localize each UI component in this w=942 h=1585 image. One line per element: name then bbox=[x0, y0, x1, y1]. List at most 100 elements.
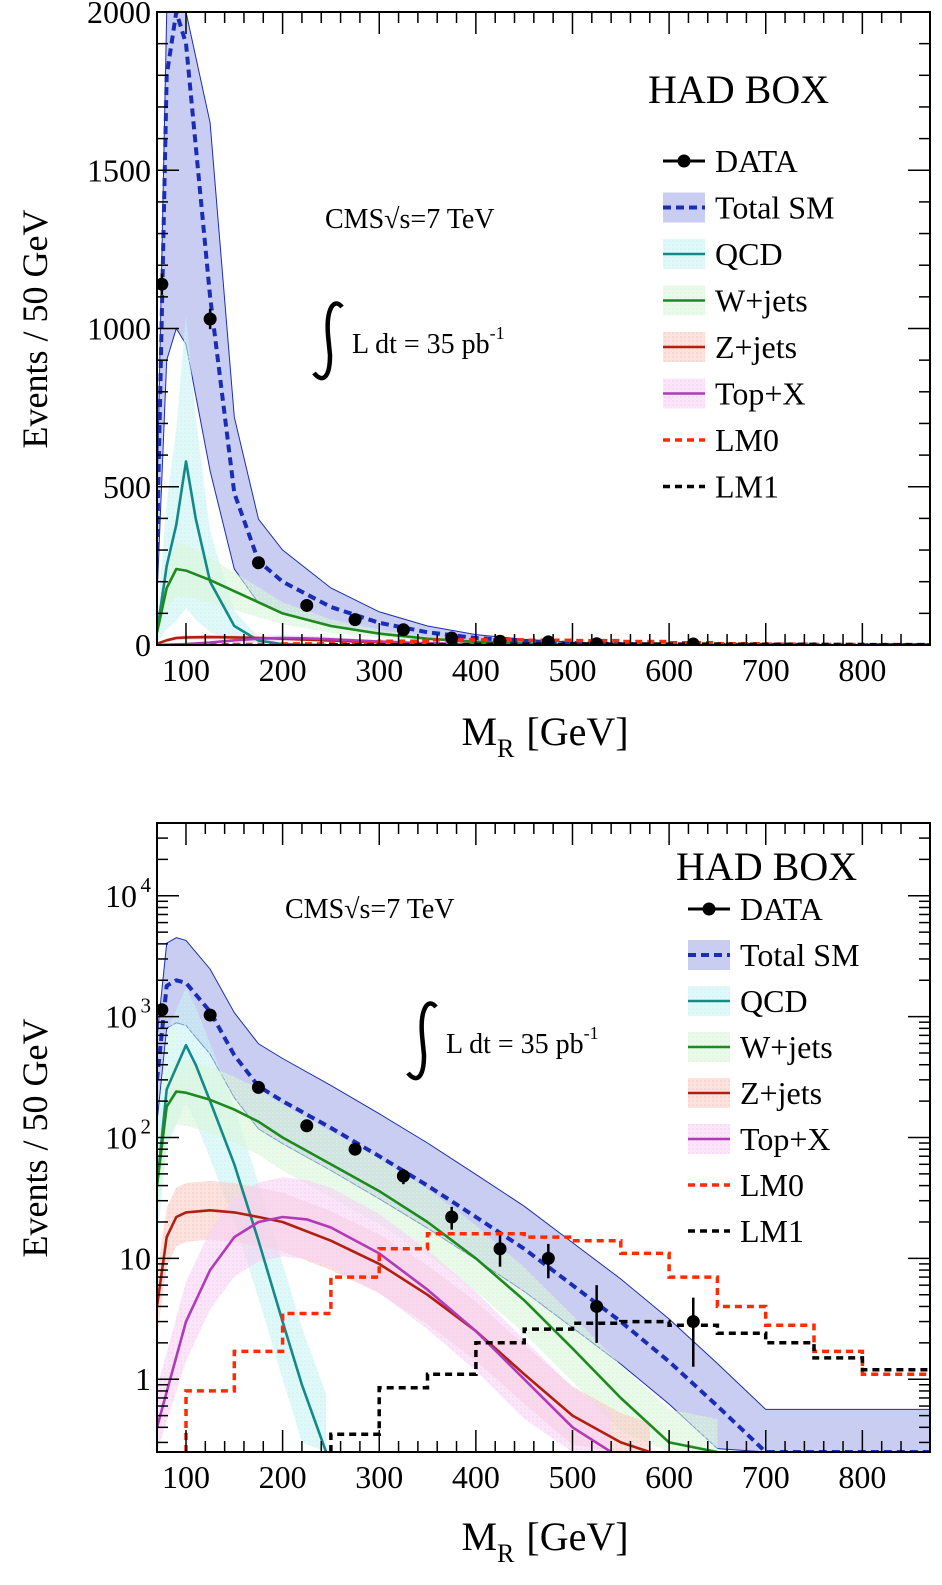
panel2-legend-item-lm1: LM1 bbox=[688, 1213, 804, 1249]
panel2-x-axis: 100 200 300 400 500 600 700 800 bbox=[162, 823, 902, 1495]
panel2-legend-item-data: DATA bbox=[688, 891, 823, 927]
panel2-y-axis-title: Events / 50 GeV bbox=[15, 1019, 55, 1258]
panel1-data-point bbox=[348, 613, 362, 627]
panel2-legend-label-top-x: Top+X bbox=[740, 1121, 830, 1157]
panel2-legend-item-lm0: LM0 bbox=[688, 1167, 804, 1203]
panel1-legend-label-top-x: Top+X bbox=[715, 376, 805, 412]
panel1-y-axis-title: Events / 50 GeV bbox=[15, 210, 55, 449]
panel1-data-point bbox=[396, 623, 410, 637]
panel1-legend-label-lm0: LM0 bbox=[715, 422, 779, 458]
panel1-chart: 100 200 300 400 500 600 700 800 0 500 1000 1500 2000… bbox=[15, 0, 931, 763]
panel1-x-tick-label: 300 bbox=[355, 652, 403, 688]
panel2-legend-label-data: DATA bbox=[740, 891, 823, 927]
panel2-data-point bbox=[157, 1003, 169, 1017]
panel1-legend-label-total-sm: Total SM bbox=[715, 190, 835, 226]
panel1-legend-item-qcd: QCD bbox=[663, 236, 783, 272]
panel1-cms-label: CMS√s=7 TeV bbox=[325, 204, 495, 235]
panel2-y-tick-label: 10 bbox=[105, 878, 137, 914]
panel2-legend-swatch-data-marker bbox=[702, 902, 716, 916]
panel1-data-point bbox=[541, 635, 555, 645]
panel2-legend: DATA Total SM QCD W+jets Z+jets Top+X LM0 LM1 bbox=[688, 891, 860, 1249]
panel1-legend-item-lm0: LM0 bbox=[663, 422, 779, 458]
panel2-integral-icon bbox=[406, 1001, 438, 1081]
panel1-y-tick-label: 0 bbox=[135, 627, 151, 663]
panel2-x-tick-label: 800 bbox=[838, 1459, 886, 1495]
panel1-data-point bbox=[300, 598, 314, 612]
panel1-x-tick-label: 600 bbox=[645, 652, 693, 688]
panel1-data-point bbox=[445, 631, 459, 645]
panel2-x-tick-label: 700 bbox=[742, 1459, 790, 1495]
panel1-data-point bbox=[590, 637, 604, 645]
panel2-x-tick-label: 400 bbox=[452, 1459, 500, 1495]
panel1-legend-item-top-x: Top+X bbox=[663, 376, 805, 412]
panel1-x-tick-label: 200 bbox=[259, 652, 307, 688]
panel1-y-tick-label: 500 bbox=[103, 469, 151, 505]
panel2-data-point bbox=[251, 1080, 265, 1094]
panel1-x-tick-label: 700 bbox=[742, 652, 790, 688]
panel2-lumi-label: L dt = 35 pb-1 bbox=[446, 1023, 599, 1060]
panel1-data-point bbox=[686, 637, 700, 645]
panel2-step-lm0 bbox=[184, 1231, 930, 1452]
panel2-y-tick-exponent: 3 bbox=[141, 994, 152, 1018]
panel2-line-z-jets bbox=[157, 1209, 651, 1452]
panel1-legend-item-w-jets: W+jets bbox=[663, 283, 808, 319]
panel2-data-point bbox=[493, 1242, 507, 1256]
panel1-legend: DATA Total SM QCD W+jets Z+jets Top+X LM0 LM1 bbox=[663, 143, 835, 505]
panel2-legend-item-qcd: QCD bbox=[688, 983, 808, 1019]
panel1-legend-item-z-jets: Z+jets bbox=[663, 329, 797, 365]
panel2-data-point bbox=[396, 1169, 410, 1183]
panel1-legend-label-w-jets: W+jets bbox=[715, 283, 808, 319]
panel2-data-point bbox=[445, 1210, 459, 1224]
panel2-lumi-text: L dt = 35 pb bbox=[446, 1029, 584, 1060]
panel2-x-axis-title-sub: R bbox=[497, 1539, 515, 1568]
panel2-legend-label-lm0: LM0 bbox=[740, 1167, 804, 1203]
panel2-y-tick-base: 10 bbox=[105, 878, 137, 914]
panel1-sqrt-s-text: √s=7 TeV bbox=[384, 204, 494, 235]
panel1-data-point bbox=[493, 634, 507, 645]
panel2-data-point bbox=[686, 1315, 700, 1329]
panel1-band-w-jets bbox=[157, 542, 718, 645]
panel2-line-total-sm bbox=[157, 978, 930, 1452]
panel2-y-tick-label: 1 bbox=[135, 1361, 151, 1397]
panel1-x-axis-title: MR [GeV] bbox=[461, 709, 628, 763]
panel1-y-axis: 0 500 1000 1500 2000 bbox=[87, 0, 930, 663]
panel1-x-axis-title-unit: [GeV] bbox=[526, 709, 628, 754]
panel1-data-point bbox=[157, 277, 169, 291]
panel2-line-top-x bbox=[157, 1215, 612, 1452]
panel1-x-axis: 100 200 300 400 500 600 700 800 bbox=[162, 12, 902, 688]
panel1-legend-label-qcd: QCD bbox=[715, 236, 783, 272]
panel1-y-tick-label: 1500 bbox=[87, 152, 151, 188]
panel1-lumi-exponent: -1 bbox=[490, 323, 505, 343]
panel2-legend-item-z-jets: Z+jets bbox=[688, 1075, 822, 1111]
panel2-line-w-jets bbox=[157, 1090, 718, 1452]
panel1-x-tick-label: 800 bbox=[838, 652, 886, 688]
panel2-y-tick-base: 10 bbox=[119, 1240, 151, 1276]
panel2-y-tick-base: 10 bbox=[105, 1120, 137, 1156]
panel2-data-point bbox=[541, 1251, 555, 1265]
panel2-data-point bbox=[590, 1299, 604, 1313]
panel1-lumi-label: L dt = 35 pb-1 bbox=[352, 323, 505, 360]
panel1-box-label: HAD BOX bbox=[648, 67, 829, 112]
panel2-cms-label: CMS√s=7 TeV bbox=[285, 894, 455, 925]
panel1-x-tick-label: 400 bbox=[452, 652, 500, 688]
panel2-y-tick-base: 1 bbox=[135, 1361, 151, 1397]
panel1-legend-label-z-jets: Z+jets bbox=[715, 329, 797, 365]
panel2-data-point bbox=[203, 1008, 217, 1022]
panel1-y-tick-label: 2000 bbox=[87, 0, 151, 30]
panel2-x-axis-title-unit: [GeV] bbox=[526, 1514, 628, 1559]
panel2-data-point bbox=[300, 1119, 314, 1133]
panel2-x-axis-title-main: M bbox=[461, 1514, 497, 1559]
panel2-y-tick-base: 10 bbox=[105, 999, 137, 1035]
panel2-x-tick-label: 100 bbox=[162, 1459, 210, 1495]
panel2-sqrt-s-text: √s=7 TeV bbox=[344, 894, 454, 925]
panel1-cms-text: CMS bbox=[325, 204, 384, 235]
panel2-y-tick-label: 10 bbox=[105, 1120, 137, 1156]
panel1-data-point bbox=[251, 556, 265, 570]
panel2-x-tick-label: 600 bbox=[645, 1459, 693, 1495]
panel2-cms-text: CMS bbox=[285, 894, 344, 925]
panel1-x-tick-label: 100 bbox=[162, 652, 210, 688]
panel1-x-tick-label: 500 bbox=[548, 652, 596, 688]
